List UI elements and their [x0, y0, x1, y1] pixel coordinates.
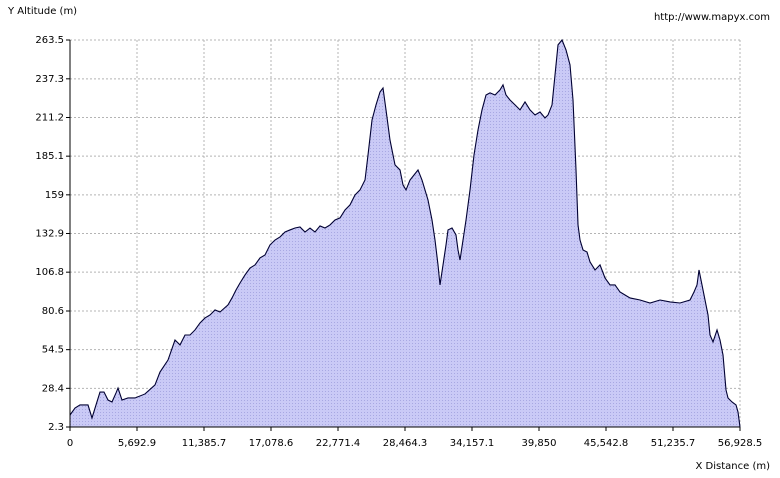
x-tick-label: 11,385.7: [182, 438, 227, 449]
x-tick-label: 51,235.7: [651, 438, 696, 449]
y-tick-label: 159: [45, 190, 64, 201]
x-tick-label: 56,928.5: [718, 438, 763, 449]
y-tick-label: 132.9: [35, 229, 64, 240]
y-tick-label: 54.5: [42, 345, 64, 356]
x-tick-label: 5,692.9: [118, 438, 156, 449]
y-tick-label: 2.3: [48, 422, 64, 433]
source-url: http://www.mapyx.com: [654, 12, 770, 23]
y-tick-label: 263.5: [35, 35, 64, 46]
y-tick-label: 80.6: [42, 306, 64, 317]
x-tick-label: 34,157.1: [450, 438, 495, 449]
profile-line: [69, 38, 741, 428]
x-axis-label: X Distance (m): [696, 461, 771, 472]
area-fill: [70, 40, 740, 427]
y-tick-label: 185.1: [35, 151, 64, 162]
x-tick-label: 39,850: [522, 438, 557, 449]
y-axis-label: Y Altitude (m): [7, 6, 77, 17]
x-tick-label: 22,771.4: [316, 438, 361, 449]
x-tick-label: 28,464.3: [383, 438, 428, 449]
x-tick-label: 45,542.8: [584, 438, 629, 449]
y-tick-label: 237.3: [35, 74, 64, 85]
x-tick-label: 0: [67, 438, 73, 449]
x-tick-label: 17,078.6: [249, 438, 294, 449]
y-tick-label: 106.8: [35, 267, 64, 278]
y-tick-label: 211.2: [35, 112, 64, 123]
y-tick-label: 28.4: [42, 383, 64, 394]
